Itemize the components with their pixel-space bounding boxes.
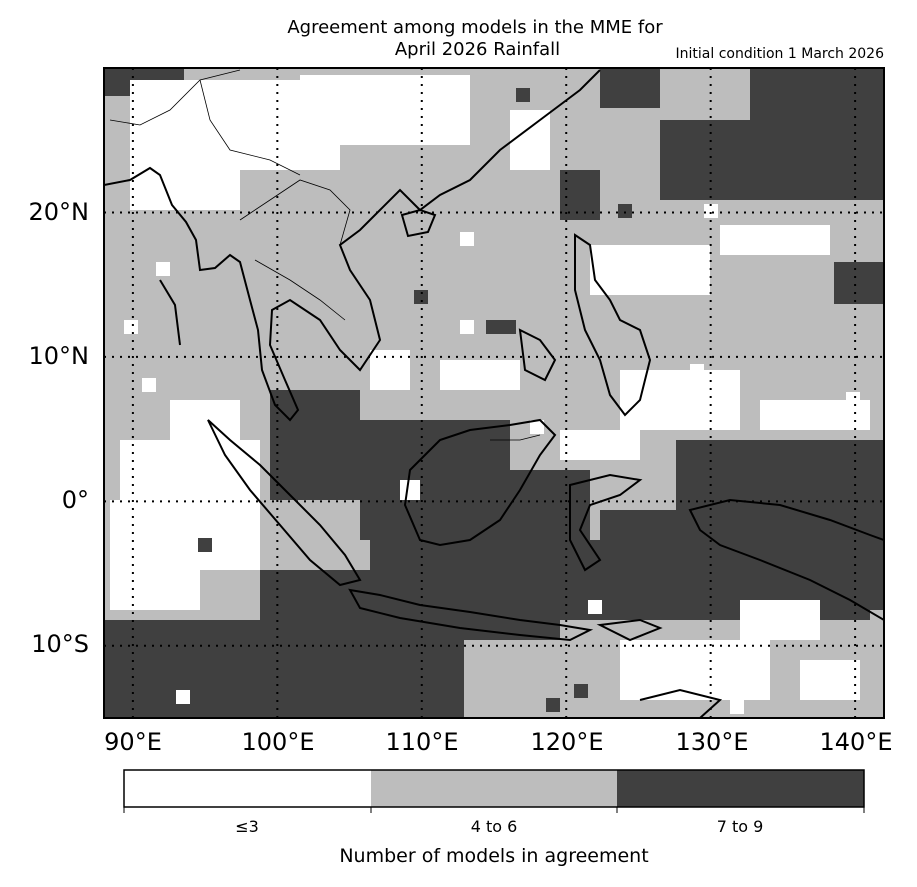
- initial-condition-label: Initial condition 1 March 2026: [675, 46, 884, 62]
- colorbar-swatch-high: [617, 770, 864, 807]
- colorbar-swatch-mid: [371, 770, 617, 807]
- map-title-line-1: Agreement among models in the MME for: [287, 17, 663, 38]
- gridlines: [104, 68, 884, 718]
- lat-label-10s: 10°S: [31, 630, 89, 658]
- lon-label-120e: 120°E: [530, 728, 604, 756]
- colorbar-swatch-low: [124, 770, 371, 807]
- colorbar-frame: [123, 769, 865, 808]
- lon-label-100e: 100°E: [241, 728, 315, 756]
- lon-label-130e: 130°E: [675, 728, 749, 756]
- colorbar: [123, 769, 865, 813]
- high-agreement-cells: [198, 88, 632, 712]
- low-agreement-regions: [110, 75, 870, 700]
- lat-label-0: 0°: [61, 486, 89, 514]
- lon-label-140e: 140°E: [819, 728, 893, 756]
- lon-label-110e: 110°E: [385, 728, 459, 756]
- map-frame: [103, 67, 885, 719]
- lon-label-90e: 90°E: [104, 728, 162, 756]
- lat-label-10n: 10°N: [28, 342, 90, 370]
- map-title-line-2: April 2026 Rainfall: [394, 39, 561, 60]
- colorbar-label-low: ≤3: [235, 817, 259, 836]
- colorbar-label-high: 7 to 9: [716, 817, 764, 836]
- low-agreement-cells: [124, 204, 860, 714]
- country-borders: [109, 69, 541, 441]
- lat-label-20n: 20°N: [28, 198, 90, 226]
- colorbar-title: Number of models in agreement: [339, 845, 649, 867]
- coastlines: [104, 69, 884, 718]
- colorbar-label-mid: 4 to 6: [470, 817, 518, 836]
